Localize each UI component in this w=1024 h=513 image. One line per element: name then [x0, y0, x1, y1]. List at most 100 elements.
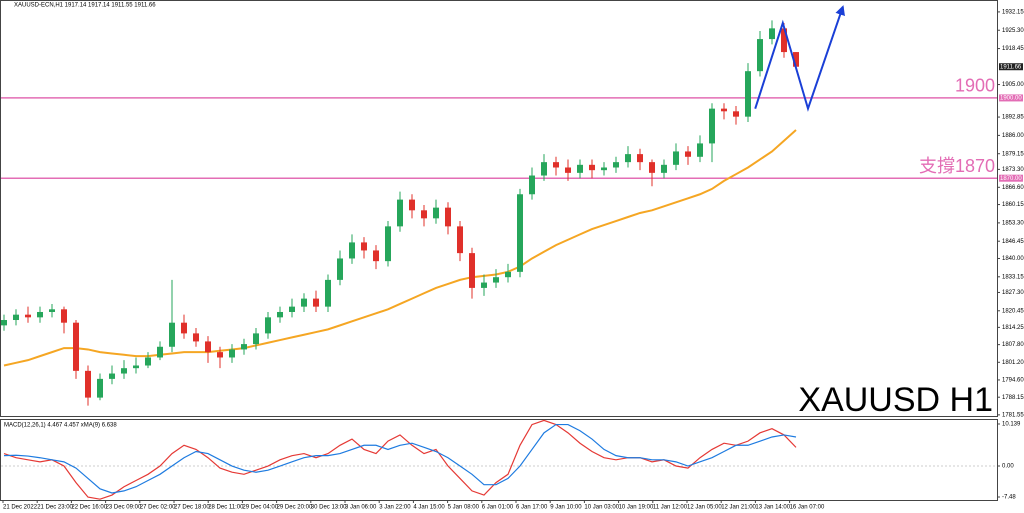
x-tick-label: 21 Dec 23:00 [37, 505, 73, 511]
candle-body [49, 309, 55, 312]
candle-body [793, 52, 799, 67]
candle-body [493, 277, 499, 283]
x-tick-label: 11 Jan 12:00 [653, 505, 688, 511]
chart-header: XAUUSD-ECN,H1 1917.14 1917.14 1911.55 19… [14, 3, 156, 9]
main-pane [0, 0, 998, 417]
candle-body [253, 333, 259, 345]
x-tick-label: 10 Jan 03:00 [584, 505, 619, 511]
candle-body [541, 162, 547, 176]
candle-body [121, 368, 127, 374]
candle-body [553, 162, 559, 168]
y-tick-label: 1833.15 [1002, 274, 1024, 280]
candle-body [709, 108, 715, 144]
y-tick-label: 1814.25 [1002, 325, 1024, 331]
x-tick-label: 16 Jan 07:00 [790, 505, 825, 511]
x-tick-label: 10 Jan 19:00 [619, 505, 654, 511]
candle-body [169, 322, 175, 347]
y-tick-label: 1892.85 [1002, 115, 1024, 121]
candle-body [481, 282, 487, 288]
candle-body [745, 71, 751, 117]
y-tick-label: 1827.30 [1002, 290, 1024, 296]
candle-body [109, 373, 115, 379]
y-tick-label: 1918.45 [1002, 46, 1024, 52]
x-tick-label: 4 Jan 15:00 [413, 505, 445, 511]
x-tick-label: 12 Jan 05:00 [687, 505, 722, 511]
projection-arrow [754, 5, 845, 112]
x-tick-label: 23 Dec 09:00 [106, 505, 142, 511]
candle-body [397, 199, 403, 227]
candle-body [349, 242, 355, 259]
axis-label: 1870.00 [1000, 176, 1022, 182]
candle-body [85, 370, 91, 398]
macd-tick-label: 10.139 [1002, 422, 1021, 428]
x-tick-label: 9 Jan 10:00 [550, 505, 582, 511]
candle-body [769, 28, 775, 40]
candle-body [673, 151, 679, 165]
y-tick-label: 1807.80 [1002, 342, 1024, 348]
candle-body [577, 164, 583, 173]
x-tick-label: 27 Dec 18:00 [174, 505, 210, 511]
candle-body [613, 162, 619, 168]
candle-body [193, 333, 199, 342]
y-tick-label: 1820.45 [1002, 308, 1024, 314]
candle-body [457, 226, 463, 254]
candle-body [301, 298, 307, 307]
x-tick-label: 12 Jan 21:00 [721, 505, 756, 511]
candle-body [205, 341, 211, 353]
candle-body [721, 108, 727, 112]
candle-body [733, 111, 739, 117]
x-tick-label: 6 Jan 01:00 [482, 505, 514, 511]
candle-body [565, 167, 571, 173]
candle-body [13, 314, 19, 321]
candle-body [97, 378, 103, 398]
candle-body [469, 253, 475, 288]
y-tick-label: 1840.00 [1002, 256, 1024, 262]
axis-label-box [999, 94, 1023, 102]
candle-body [637, 154, 643, 163]
candle-body [445, 207, 451, 227]
macd-tick-label: 0.00 [1002, 464, 1014, 470]
candle-body [361, 242, 367, 251]
x-tick-label: 6 Jan 17:00 [516, 505, 548, 511]
x-tick-label: 22 Dec 16:00 [71, 505, 107, 511]
macd-line [3, 423, 797, 494]
x-tick-label: 28 Dec 11:00 [208, 505, 244, 511]
candle-body [289, 306, 295, 312]
candle-body [505, 271, 511, 278]
y-tick-label: 1886.00 [1002, 133, 1024, 139]
axis-label: 1900.00 [1000, 96, 1022, 102]
y-tick-label: 1846.45 [1002, 239, 1024, 245]
candle-body [133, 365, 139, 369]
line-annotation: 1900 [955, 76, 995, 96]
y-tick-label: 1781.55 [1002, 412, 1024, 418]
candle-body [337, 258, 343, 280]
x-tick-label: 5 Jan 08:00 [448, 505, 480, 511]
candle-body [241, 344, 247, 350]
x-tick-label: 21 Dec 2022 [3, 505, 38, 511]
price-label: 1911.66 [1000, 64, 1022, 70]
candle-body [373, 250, 379, 262]
candle-body [529, 175, 535, 195]
candle-body [61, 309, 67, 323]
candle-body [385, 226, 391, 262]
y-tick-label: 1925.30 [1002, 28, 1024, 34]
candle-body [649, 162, 655, 173]
candle-body [421, 210, 427, 219]
y-tick-label: 1853.30 [1002, 220, 1024, 226]
candle-body [625, 154, 631, 163]
y-tick-label: 1801.20 [1002, 360, 1024, 366]
macd-pane [0, 419, 998, 501]
candle-body [661, 164, 667, 173]
candle-body [145, 357, 151, 366]
moving-average [3, 129, 797, 367]
candle-body [601, 167, 607, 171]
candle-body [589, 164, 595, 171]
candle-body [313, 298, 319, 307]
x-tick-label: 3 Jan 06:00 [345, 505, 377, 511]
candle-body [73, 322, 79, 371]
line-annotation: 支撐1870 [919, 156, 995, 176]
candle-body [757, 39, 763, 72]
macd-header: MACD(12,26,1) 4.467 4.457 xMA(9) 6.638 [4, 423, 117, 429]
y-tick-label: 1794.60 [1002, 378, 1024, 384]
